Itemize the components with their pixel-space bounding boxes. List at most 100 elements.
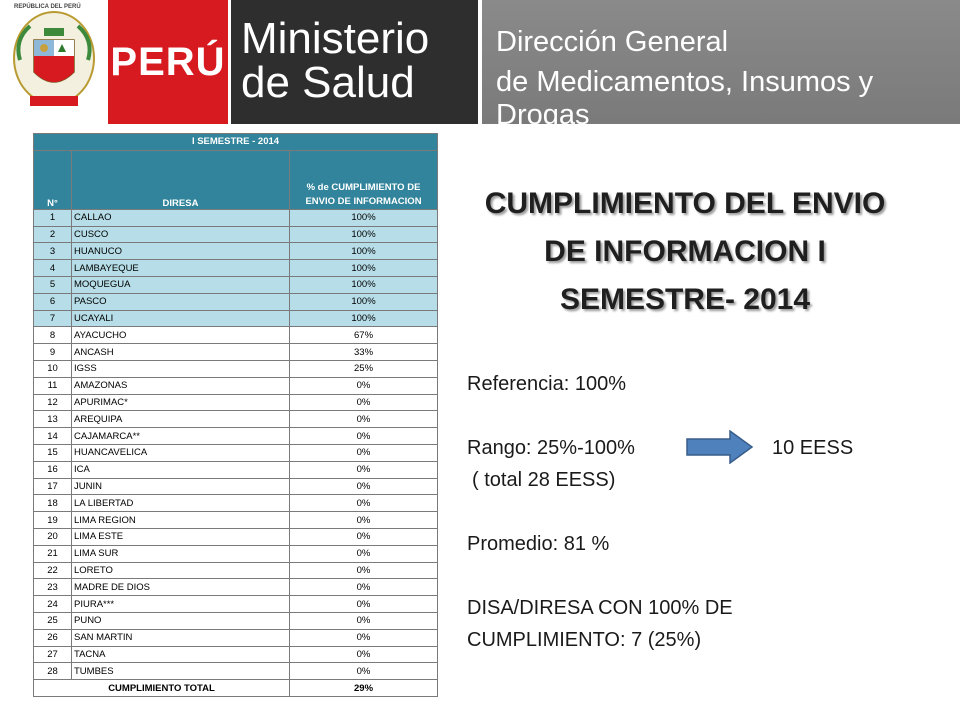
- row-diresa: AREQUIPA: [71, 410, 290, 429]
- compliance-table: I SEMESTRE - 2014 N° DIRESA % de CUMPLIM…: [32, 133, 439, 697]
- table-row: 3 HUANUCO 100%: [33, 242, 439, 261]
- row-diresa: LA LIBERTAD: [71, 494, 290, 513]
- ministerio-panel: Ministerio de Salud: [228, 0, 478, 124]
- col-header-percent: % de CUMPLIMIENTO DE ENVIO DE INFORMACIO…: [288, 149, 439, 210]
- row-percent: 0%: [288, 427, 439, 445]
- col-header-diresa: DIRESA: [71, 149, 290, 210]
- total-eess-text: ( total 28 EESS): [472, 469, 616, 491]
- row-diresa: SAN MARTIN: [71, 628, 290, 647]
- row-percent: 0%: [288, 460, 439, 479]
- row-percent: 0%: [288, 595, 439, 613]
- row-diresa: HUANUCO: [71, 242, 290, 261]
- peru-label: PERÚ: [110, 39, 226, 84]
- row-percent: 0%: [288, 561, 439, 580]
- table-row: 26 SAN MARTIN 0%: [33, 628, 439, 647]
- row-percent: 0%: [288, 628, 439, 647]
- row-percent: 0%: [288, 393, 439, 412]
- row-number: 20: [33, 527, 72, 546]
- row-percent: 100%: [288, 259, 439, 277]
- table-row: 10 IGSS 25%: [33, 359, 439, 378]
- direccion-line2: de Medicamentos, Insumos y Drogas: [496, 66, 874, 131]
- row-diresa: AMAZONAS: [71, 376, 290, 395]
- row-percent: 67%: [288, 326, 439, 345]
- table-row: 25 PUNO 0%: [33, 611, 439, 630]
- row-percent: 0%: [288, 494, 439, 513]
- right-arrow-icon: [686, 430, 754, 464]
- direccion-panel: Dirección General de Medicamentos, Insum…: [478, 0, 960, 131]
- row-percent: 0%: [288, 578, 439, 597]
- row-number: 1: [33, 208, 72, 227]
- total-label: CUMPLIMIENTO TOTAL: [33, 679, 290, 697]
- row-diresa: LORETO: [71, 561, 290, 580]
- table-row: 18 LA LIBERTAD 0%: [33, 494, 439, 513]
- table-row: 9 ANCASH 33%: [33, 343, 439, 361]
- row-diresa: TUMBES: [71, 662, 290, 681]
- row-diresa: UCAYALI: [71, 309, 290, 328]
- row-number: 5: [33, 275, 72, 294]
- row-percent: 0%: [288, 511, 439, 529]
- row-diresa: LIMA SUR: [71, 544, 290, 563]
- table-row: 23 MADRE DE DIOS 0%: [33, 578, 439, 597]
- row-number: 12: [33, 393, 72, 412]
- ministerio-line2: de Salud: [241, 58, 415, 107]
- direccion-line1: Dirección General: [496, 26, 729, 58]
- col-header-number: N°: [33, 149, 72, 210]
- table-row: 5 MOQUEGUA 100%: [33, 275, 439, 294]
- row-diresa: HUANCAVELICA: [71, 443, 290, 462]
- row-percent: 0%: [288, 376, 439, 395]
- row-diresa: PUNO: [71, 611, 290, 630]
- row-percent: 100%: [288, 225, 439, 244]
- row-diresa: IGSS: [71, 359, 290, 378]
- table-row: 7 UCAYALI 100%: [33, 309, 439, 328]
- row-number: 3: [33, 242, 72, 261]
- table-row: 21 LIMA SUR 0%: [33, 544, 439, 563]
- row-number: 21: [33, 544, 72, 563]
- row-number: 24: [33, 595, 72, 613]
- table-row: 16 ICA 0%: [33, 460, 439, 479]
- row-number: 23: [33, 578, 72, 597]
- row-diresa: MADRE DE DIOS: [71, 578, 290, 597]
- row-percent: 100%: [288, 292, 439, 311]
- row-percent: 0%: [288, 527, 439, 546]
- row-percent: 0%: [288, 544, 439, 563]
- table-row: 13 AREQUIPA 0%: [33, 410, 439, 429]
- row-number: 4: [33, 259, 72, 277]
- table-row: 27 TACNA 0%: [33, 645, 439, 664]
- title-line: CUMPLIMIENTO DEL ENVIO: [484, 187, 886, 220]
- row-percent: 0%: [288, 443, 439, 462]
- table-row: 15 HUANCAVELICA 0%: [33, 443, 439, 462]
- table-row: 22 LORETO 0%: [33, 561, 439, 580]
- table-row: 6 PASCO 100%: [33, 292, 439, 311]
- row-percent: 0%: [288, 477, 439, 496]
- row-diresa: LIMA REGION: [71, 511, 290, 529]
- row-diresa: AYACUCHO: [71, 326, 290, 345]
- row-diresa: PIURA***: [71, 595, 290, 613]
- row-diresa: ANCASH: [71, 343, 290, 361]
- table-row: 20 LIMA ESTE 0%: [33, 527, 439, 546]
- slide-title: CUMPLIMIENTO DEL ENVIO DE INFORMACION I …: [460, 180, 910, 324]
- row-number: 14: [33, 427, 72, 445]
- header-banner: REPÚBLICA DEL PERÚ PERÚ Ministerio de Sa…: [0, 0, 960, 131]
- row-number: 7: [33, 309, 72, 328]
- row-number: 6: [33, 292, 72, 311]
- row-diresa: CALLAO: [71, 208, 290, 227]
- row-percent: 25%: [288, 359, 439, 378]
- table-body: 1 CALLAO 100% 2 CUSCO 100% 3 HUANUCO 100% 4 LAMBAY…: [33, 208, 439, 681]
- row-number: 22: [33, 561, 72, 580]
- row-diresa: CAJAMARCA**: [71, 427, 290, 445]
- referencia-text: Referencia: 100%: [467, 373, 626, 395]
- row-number: 13: [33, 410, 72, 429]
- row-percent: 33%: [288, 343, 439, 361]
- table-row: 8 AYACUCHO 67%: [33, 326, 439, 345]
- crest-caption: REPÚBLICA DEL PERÚ: [14, 4, 81, 10]
- row-percent: 0%: [288, 611, 439, 630]
- table-row: 1 CALLAO 100%: [33, 208, 439, 227]
- row-diresa: JUNIN: [71, 477, 290, 496]
- promedio-text: Promedio: 81 %: [467, 533, 610, 555]
- row-diresa: LIMA ESTE: [71, 527, 290, 546]
- peru-coat-of-arms-icon: [13, 11, 95, 106]
- row-diresa: MOQUEGUA: [71, 275, 290, 294]
- row-number: 27: [33, 645, 72, 664]
- table-row: 4 LAMBAYEQUE 100%: [33, 259, 439, 277]
- table-row: 19 LIMA REGION 0%: [33, 511, 439, 529]
